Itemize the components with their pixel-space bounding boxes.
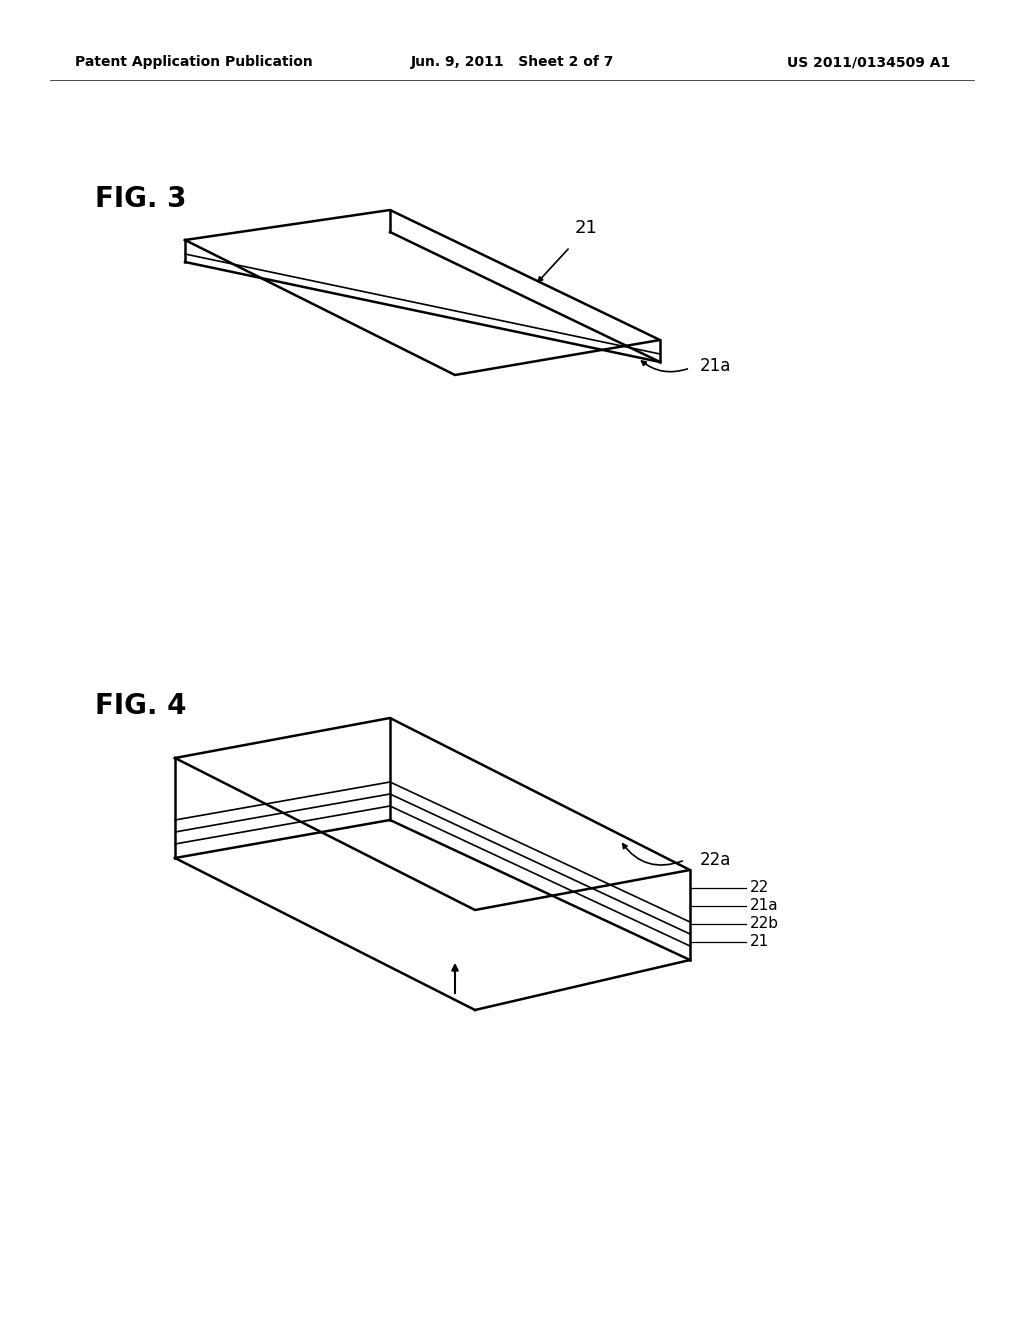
Text: FIG. 4: FIG. 4 [95,692,186,719]
Text: Jun. 9, 2011   Sheet 2 of 7: Jun. 9, 2011 Sheet 2 of 7 [411,55,613,69]
Text: 21: 21 [575,219,598,238]
Text: 22a: 22a [700,851,731,869]
Text: US 2011/0134509 A1: US 2011/0134509 A1 [786,55,950,69]
Text: 21a: 21a [700,356,731,375]
Text: 21: 21 [750,935,769,949]
Text: 22: 22 [750,880,769,895]
Text: FIG. 3: FIG. 3 [95,185,186,213]
Text: 22b: 22b [750,916,779,932]
Text: 21a: 21a [750,899,778,913]
Text: Patent Application Publication: Patent Application Publication [75,55,312,69]
